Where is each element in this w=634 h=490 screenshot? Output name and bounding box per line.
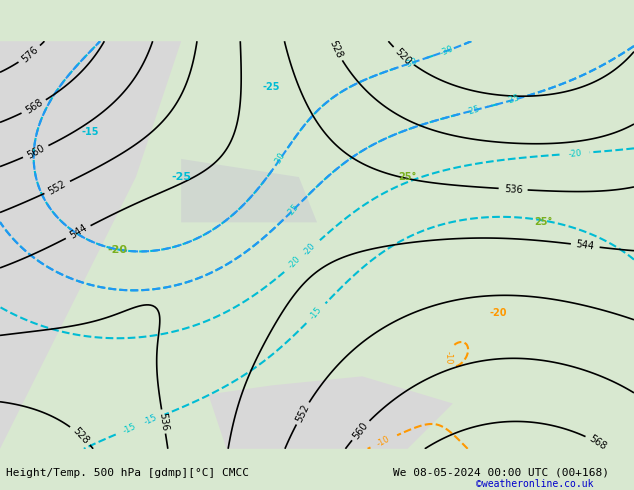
Text: -25: -25 — [465, 104, 481, 117]
Text: 528: 528 — [328, 39, 344, 60]
Text: -15: -15 — [82, 127, 100, 137]
Text: 552: 552 — [47, 178, 68, 196]
Text: ©weatheronline.co.uk: ©weatheronline.co.uk — [476, 479, 593, 489]
Text: -25: -25 — [263, 81, 280, 92]
Text: -10: -10 — [444, 351, 453, 364]
Polygon shape — [181, 159, 317, 222]
Text: 544: 544 — [576, 239, 595, 252]
Text: 568: 568 — [588, 434, 609, 452]
Text: 568: 568 — [23, 98, 44, 116]
Text: 25°: 25° — [398, 172, 417, 182]
Text: -10: -10 — [376, 434, 392, 448]
Text: We 08-05-2024 00:00 UTC (00+168): We 08-05-2024 00:00 UTC (00+168) — [393, 468, 609, 478]
Text: -15: -15 — [308, 305, 324, 321]
Text: -30: -30 — [273, 151, 287, 168]
Text: 560: 560 — [25, 143, 46, 160]
Text: 536: 536 — [503, 184, 522, 195]
Text: 552: 552 — [294, 403, 311, 424]
Polygon shape — [0, 41, 181, 449]
Text: -15: -15 — [143, 413, 159, 427]
Text: -25: -25 — [505, 94, 521, 106]
Text: -30: -30 — [439, 44, 455, 58]
Text: -25: -25 — [171, 172, 191, 182]
Text: 544: 544 — [68, 223, 89, 241]
Text: -30: -30 — [403, 56, 419, 70]
Text: 25°: 25° — [534, 218, 553, 227]
Text: 528: 528 — [70, 425, 91, 446]
Text: 536: 536 — [157, 412, 170, 431]
Text: -20: -20 — [302, 242, 318, 258]
Text: 520: 520 — [393, 46, 413, 66]
Polygon shape — [209, 376, 453, 449]
Text: -20: -20 — [567, 148, 582, 159]
Text: -20: -20 — [287, 255, 302, 271]
Text: -20: -20 — [108, 245, 127, 254]
Text: -20: -20 — [489, 308, 507, 318]
Text: 560: 560 — [351, 420, 370, 441]
Text: 576: 576 — [20, 44, 40, 64]
Text: -25: -25 — [285, 202, 301, 219]
Text: Height/Temp. 500 hPa [gdmp][°C] CMCC: Height/Temp. 500 hPa [gdmp][°C] CMCC — [6, 468, 249, 478]
Text: -15: -15 — [121, 422, 138, 436]
